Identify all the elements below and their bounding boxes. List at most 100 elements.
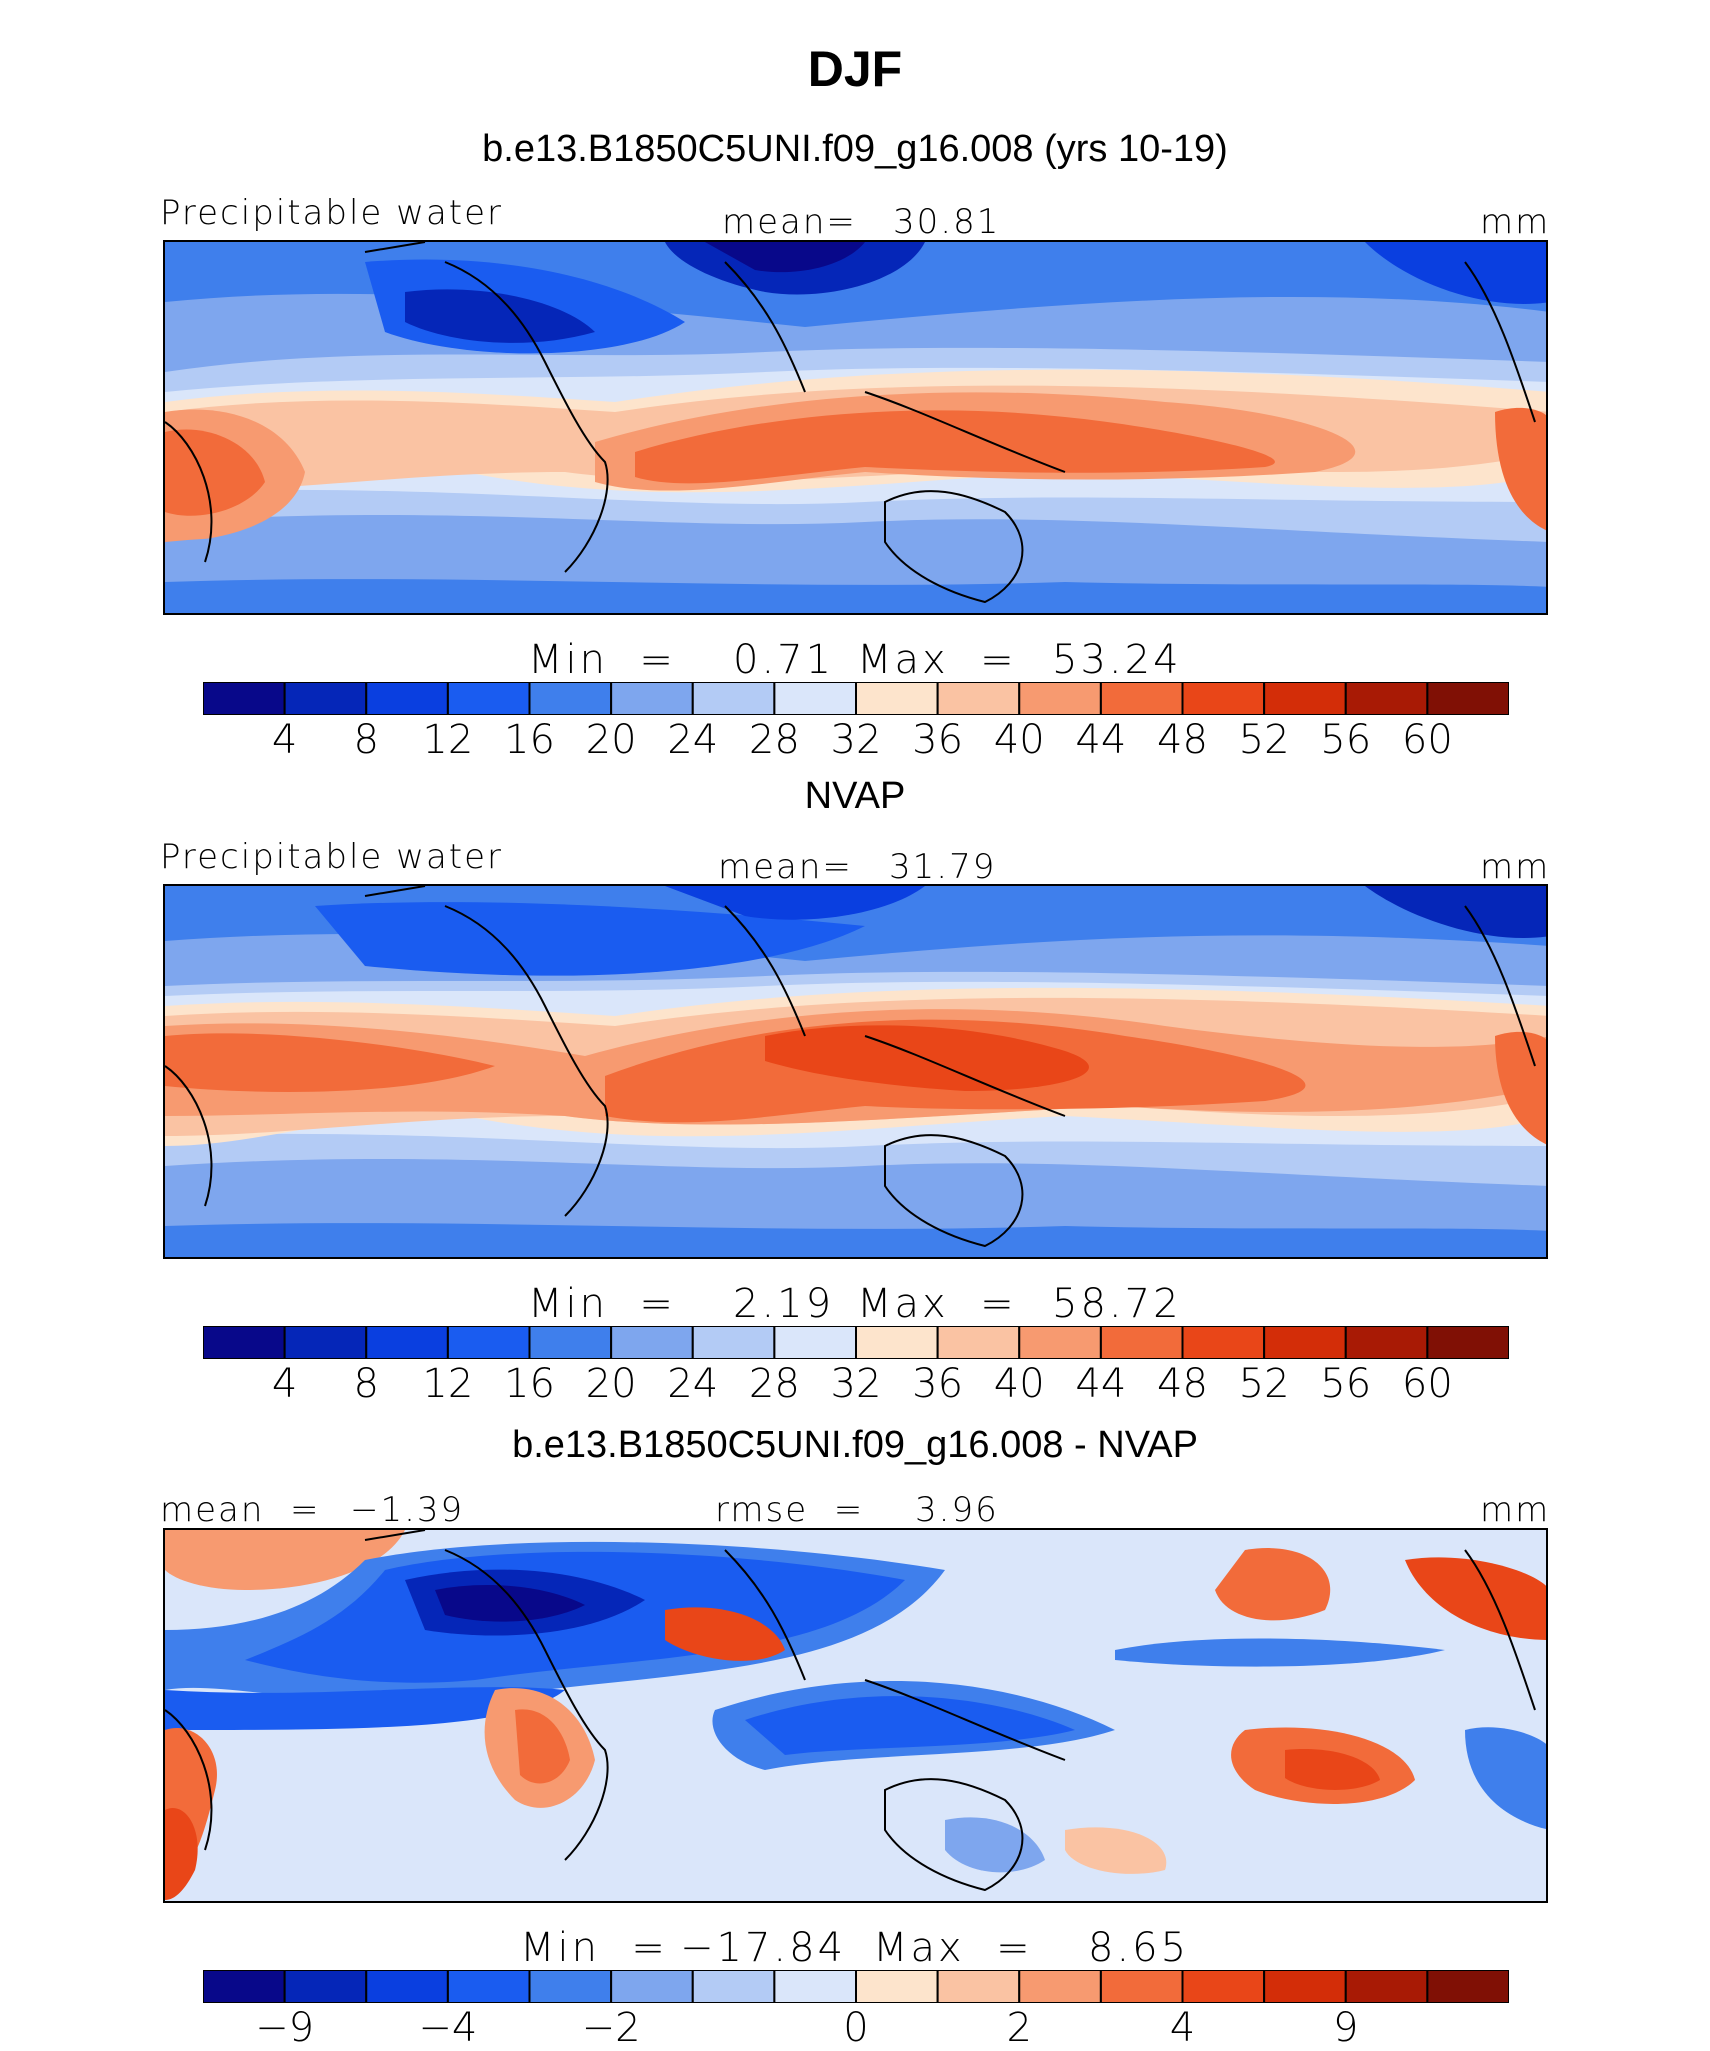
colorbar-tick-label: 40 <box>993 1361 1045 1407</box>
colorbar-tick-label: 2 <box>1006 2005 1032 2051</box>
colorbar-tick-label: 24 <box>667 717 719 763</box>
colorbar-tick-label: 28 <box>748 717 800 763</box>
colorbar-swatch <box>1426 1326 1509 1359</box>
colorbar-swatch <box>936 1326 1021 1359</box>
colorbar-swatch <box>1181 1970 1266 2003</box>
panel-3-rmse-label: rmse = <box>715 1490 865 1530</box>
colorbar-swatch <box>1426 682 1509 715</box>
colorbar-tick-label: 12 <box>422 717 474 763</box>
panel-3-colorbar-swatches <box>203 1970 1509 2003</box>
panel-3-mean-value: −1.39 <box>350 1490 465 1530</box>
colorbar-tick-label: 0 <box>843 2005 869 2051</box>
colorbar-swatch <box>1099 1326 1184 1359</box>
colorbar-swatch <box>446 1970 531 2003</box>
colorbar-tick-label: 28 <box>748 1361 800 1407</box>
colorbar-tick-label: 44 <box>1075 1361 1127 1407</box>
colorbar-swatch <box>691 1970 776 2003</box>
colorbar-tick-label: 12 <box>422 1361 474 1407</box>
colorbar-swatch <box>1426 1970 1509 2003</box>
colorbar-swatch <box>203 1326 286 1359</box>
colorbar-tick-label: 36 <box>912 1361 964 1407</box>
panel-2-max-value: 58.72 <box>1052 1281 1182 1327</box>
panel-2-max-label: Max = <box>857 1281 1017 1327</box>
colorbar-tick-label: 8 <box>353 717 379 763</box>
colorbar-tick-label: 8 <box>353 1361 379 1407</box>
colorbar-swatch <box>855 682 939 715</box>
panel-1-map <box>163 240 1548 615</box>
colorbar-tick-label: 56 <box>1320 1361 1372 1407</box>
colorbar-tick-label: 32 <box>830 717 882 763</box>
colorbar-swatch <box>773 1326 858 1359</box>
colorbar-swatch <box>446 1326 531 1359</box>
colorbar-swatch <box>365 682 449 715</box>
panel-2-mean-label: mean= <box>718 847 853 887</box>
panel-1-min-value: 0.71 <box>733 637 835 683</box>
panel-2-colorbar <box>203 1326 1509 1359</box>
colorbar-tick-label: 20 <box>585 717 637 763</box>
colorbar-tick-label: 56 <box>1320 717 1372 763</box>
colorbar-tick-label: 20 <box>585 1361 637 1407</box>
colorbar-swatch <box>773 682 858 715</box>
colorbar-tick-label: 52 <box>1238 1361 1290 1407</box>
panel-3-colorbar <box>203 1970 1509 2003</box>
panel-2-mean-value: 31.79 <box>889 847 997 887</box>
colorbar-tick-label: 60 <box>1401 1361 1453 1407</box>
colorbar-tick-label: 52 <box>1238 717 1290 763</box>
colorbar-tick-label: −2 <box>581 2005 641 2051</box>
colorbar-swatch <box>691 682 776 715</box>
colorbar-swatch <box>283 682 368 715</box>
colorbar-swatch <box>528 1326 613 1359</box>
colorbar-swatch <box>1263 1970 1347 2003</box>
colorbar-tick-label: 40 <box>993 717 1045 763</box>
colorbar-swatch <box>610 1326 694 1359</box>
panel-1-units: mm <box>1480 202 1551 242</box>
colorbar-tick-label: 16 <box>504 1361 555 1407</box>
panel-1-mean-value: 30.81 <box>893 202 1001 242</box>
colorbar-swatch <box>1344 1970 1429 2003</box>
colorbar-swatch <box>203 1970 286 2003</box>
colorbar-tick-label: 60 <box>1401 717 1453 763</box>
panel-1-variable-label: Precipitable water <box>160 193 504 233</box>
panel-2-field <box>165 886 1546 1257</box>
colorbar-swatch <box>773 1970 858 2003</box>
colorbar-swatch <box>1181 1326 1266 1359</box>
panel-1-mean-label: mean= <box>722 202 857 242</box>
panel-1-max-label: Max = <box>857 637 1017 683</box>
colorbar-tick-label: −9 <box>255 2005 315 2051</box>
colorbar-tick-label: 16 <box>504 717 555 763</box>
colorbar-swatch <box>691 1326 776 1359</box>
colorbar-tick-label: 48 <box>1157 1361 1208 1407</box>
panel-3-mean-label: mean = <box>160 1490 321 1530</box>
colorbar-swatch <box>283 1970 368 2003</box>
colorbar-swatch <box>1018 1326 1102 1359</box>
colorbar-tick-label: 4 <box>271 1361 298 1407</box>
colorbar-tick-label: 36 <box>912 717 964 763</box>
panel-1-colorbar-swatches <box>203 682 1509 715</box>
panel-3-min-value: −17.84 <box>680 1925 847 1971</box>
colorbar-swatch <box>1099 1970 1184 2003</box>
panel-2-variable-label: Precipitable water <box>160 837 504 877</box>
colorbar-tick-label: 48 <box>1157 717 1208 763</box>
colorbar-swatch <box>528 682 613 715</box>
panel-2-map <box>163 884 1548 1259</box>
panel-3-title: b.e13.B1850C5UNI.f09_g16.008 - NVAP <box>512 1424 1198 1466</box>
colorbar-swatch <box>446 682 531 715</box>
panel-3-map <box>163 1528 1548 1903</box>
panel-3-units: mm <box>1480 1490 1551 1530</box>
colorbar-swatch <box>610 1970 694 2003</box>
colorbar-swatch <box>936 682 1021 715</box>
panel-2-units: mm <box>1480 847 1551 887</box>
panel-3-max-value: 8.65 <box>1088 1925 1190 1971</box>
colorbar-swatch <box>365 1970 449 2003</box>
colorbar-tick-label: 4 <box>1169 2005 1196 2051</box>
colorbar-swatch <box>1018 682 1102 715</box>
colorbar-tick-label: −4 <box>418 2005 478 2051</box>
panel-2-colorbar-swatches <box>203 1326 1509 1359</box>
colorbar-swatch <box>203 682 286 715</box>
panel-2-min-value: 2.19 <box>733 1281 835 1327</box>
panel-1-min-label: Min = <box>528 637 676 683</box>
colorbar-tick-label: 9 <box>1333 2005 1359 2051</box>
figure-title: DJF <box>807 41 903 97</box>
colorbar-swatch <box>1263 1326 1347 1359</box>
colorbar-swatch <box>855 1326 939 1359</box>
